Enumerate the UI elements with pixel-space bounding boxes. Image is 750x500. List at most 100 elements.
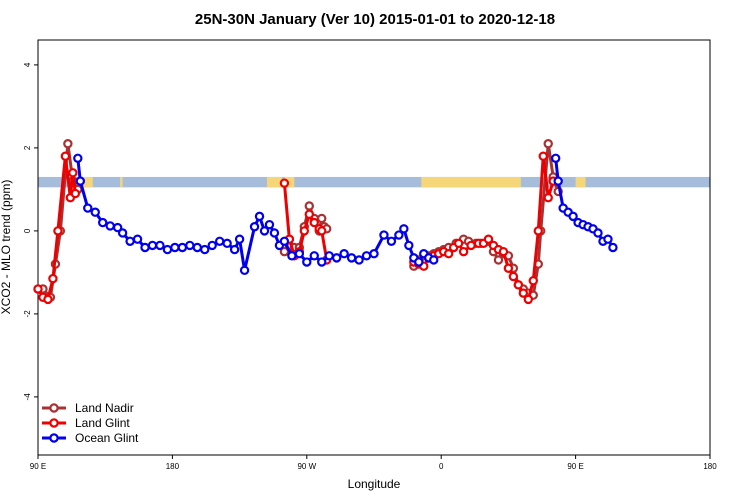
data-point — [543, 192, 553, 203]
data-point — [43, 294, 53, 305]
data-point — [147, 240, 158, 251]
data-point — [249, 222, 260, 232]
data-point — [117, 228, 128, 238]
data-point — [513, 280, 524, 290]
legend-swatch-marker — [49, 418, 59, 428]
plot-frame — [37, 39, 711, 456]
data-point — [386, 236, 397, 246]
data-point — [132, 234, 143, 244]
data-point — [339, 249, 349, 259]
x-tick-label: 90 W — [297, 462, 316, 471]
data-point — [553, 176, 563, 186]
legend-item: Ocean Glint — [42, 431, 139, 445]
land-segment — [284, 176, 295, 188]
data-point — [317, 213, 327, 224]
x-tick-label: 180 — [166, 462, 180, 471]
data-point — [192, 242, 202, 253]
landmask-band — [38, 176, 710, 188]
data-point — [309, 251, 319, 261]
series-layer — [33, 139, 618, 305]
data-point — [568, 211, 578, 222]
x-tick-label: 90 E — [30, 462, 46, 471]
data-point — [200, 244, 210, 255]
y-axis: -4 -2 0 2 4 — [23, 62, 38, 400]
data-point — [346, 253, 357, 263]
legend-swatch-marker — [49, 403, 59, 413]
legend-item: Land Nadir — [42, 401, 134, 415]
data-point — [60, 151, 71, 161]
data-point — [543, 139, 553, 149]
data-point — [483, 234, 494, 244]
data-point — [369, 249, 379, 259]
data-point — [68, 168, 78, 178]
data-point — [207, 240, 217, 251]
land-segment — [266, 176, 282, 188]
data-point — [550, 153, 561, 163]
legend-item: Land Glint — [42, 416, 130, 430]
data-point — [379, 230, 389, 240]
data-point — [264, 219, 275, 230]
data-point — [254, 211, 265, 222]
data-point — [508, 271, 519, 282]
data-point — [170, 242, 180, 253]
data-point — [458, 246, 469, 257]
data-point — [404, 240, 414, 251]
data-point — [279, 236, 290, 246]
data-point — [593, 228, 603, 238]
data-point — [53, 226, 63, 236]
data-point — [317, 257, 327, 267]
series-line — [554, 158, 615, 249]
data-point — [523, 294, 534, 305]
data-point — [279, 246, 290, 257]
data-point — [498, 246, 509, 257]
data-point — [394, 230, 404, 240]
data-point — [304, 209, 314, 219]
data-point — [239, 265, 250, 276]
legend-swatch-marker — [49, 433, 59, 443]
x-axis-label: Longitude — [348, 477, 401, 491]
data-point — [331, 253, 342, 263]
data-point — [414, 257, 424, 267]
data-point — [453, 238, 464, 249]
x-tick-label: 0 — [439, 462, 444, 471]
data-point — [302, 257, 312, 267]
data-point — [361, 251, 372, 261]
legend-label: Land Glint — [75, 416, 130, 430]
data-point — [443, 249, 454, 259]
data-point — [324, 251, 334, 261]
ocean-band — [38, 176, 710, 188]
data-point — [234, 234, 245, 244]
data-point — [73, 153, 83, 163]
data-point — [98, 217, 108, 228]
data-point — [299, 226, 310, 236]
data-point — [317, 226, 327, 236]
data-point — [354, 255, 364, 265]
data-point — [112, 222, 123, 233]
data-point — [70, 188, 81, 199]
land-segment — [575, 176, 586, 188]
chart-title: 25N-30N January (Ver 10) 2015-01-01 to 2… — [195, 11, 555, 28]
legend-label: Land Nadir — [75, 401, 134, 415]
y-tick-label: 4 — [23, 62, 32, 67]
data-point — [177, 242, 188, 253]
data-point — [429, 255, 439, 265]
y-axis-label: XCO2 - MLO trend (ppm) — [0, 180, 13, 315]
data-point — [105, 221, 115, 231]
data-point — [287, 251, 297, 261]
data-point — [83, 203, 93, 213]
y-tick-label: -2 — [23, 310, 32, 318]
land-segment — [421, 176, 521, 188]
data-point — [162, 244, 173, 255]
data-point — [48, 273, 58, 284]
series-ocean-glint — [550, 153, 618, 253]
data-point — [279, 178, 290, 188]
data-point — [259, 226, 270, 236]
data-point — [518, 288, 529, 298]
y-tick-label: -4 — [23, 393, 32, 401]
data-point — [528, 276, 538, 286]
data-point — [214, 236, 225, 246]
data-point — [294, 249, 305, 259]
series-land-nadir — [38, 139, 563, 302]
